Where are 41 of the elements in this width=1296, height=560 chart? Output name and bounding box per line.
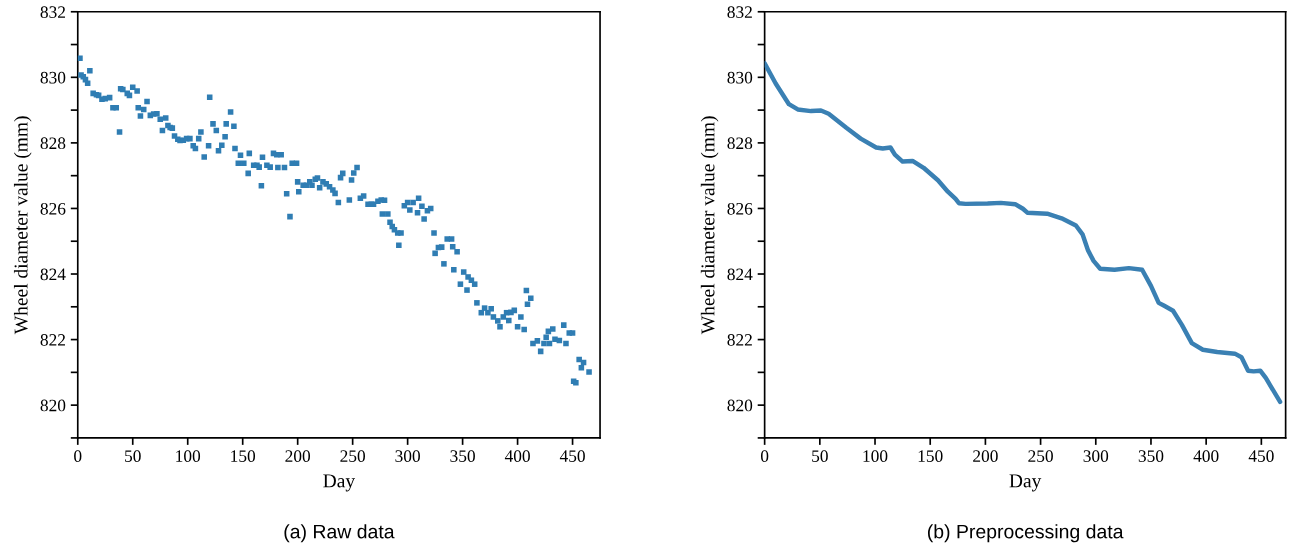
x-tick-label: 300 xyxy=(395,450,420,462)
y-tick-label: 822 xyxy=(40,334,65,346)
x-tick-label: 450 xyxy=(1248,450,1274,462)
y-tick-label: 832 xyxy=(40,6,65,18)
y-tick-label: 820 xyxy=(40,399,66,412)
text: (a) Raw data xyxy=(284,524,395,543)
x-tick-label: 250 xyxy=(340,450,366,462)
y-tick-label: 828 xyxy=(727,137,753,150)
y-tick-label: 824 xyxy=(727,268,753,281)
y-axis-title: Wheel diameter value (mm) xyxy=(13,116,32,335)
x-tick-label: 450 xyxy=(559,450,585,462)
x-tick-label: 50 xyxy=(812,450,828,462)
x-tick-label: 200 xyxy=(973,450,998,462)
x-tick-label: 350 xyxy=(450,450,475,462)
x-tick-label: 250 xyxy=(1028,450,1053,462)
x-tick-label: 0 xyxy=(760,450,769,462)
text: (b) Preprocessing data xyxy=(928,524,1124,543)
x-tick-label: 350 xyxy=(1138,450,1164,462)
x-tick-label: 0 xyxy=(74,450,82,462)
y-tick-label: 824 xyxy=(40,268,66,281)
x-tick-label: 300 xyxy=(1083,450,1109,462)
y-tick-label: 830 xyxy=(40,71,66,84)
x-axis-title: Day xyxy=(1009,474,1042,492)
x-tick-label: 400 xyxy=(1193,450,1219,462)
x-tick-label: 400 xyxy=(504,450,530,462)
y-tick-label: 830 xyxy=(727,71,753,84)
x-tick-label: 50 xyxy=(125,450,141,462)
y-tick-label: 820 xyxy=(727,399,753,412)
x-axis-title: Day xyxy=(323,474,356,492)
x-tick-label: 150 xyxy=(918,450,943,462)
y-axis-title: Wheel diameter value (mm) xyxy=(700,116,719,335)
line-series xyxy=(764,61,1283,405)
x-tick-label: 150 xyxy=(231,450,256,462)
x-tick-label: 100 xyxy=(863,450,888,462)
y-tick-label: 828 xyxy=(40,137,66,150)
y-tick-label: 832 xyxy=(727,6,752,18)
y-tick-label: 822 xyxy=(727,334,752,346)
y-tick-label: 826 xyxy=(40,202,66,215)
y-tick-label: 826 xyxy=(727,202,753,215)
x-tick-label: 100 xyxy=(176,450,201,462)
x-tick-label: 200 xyxy=(285,450,311,462)
